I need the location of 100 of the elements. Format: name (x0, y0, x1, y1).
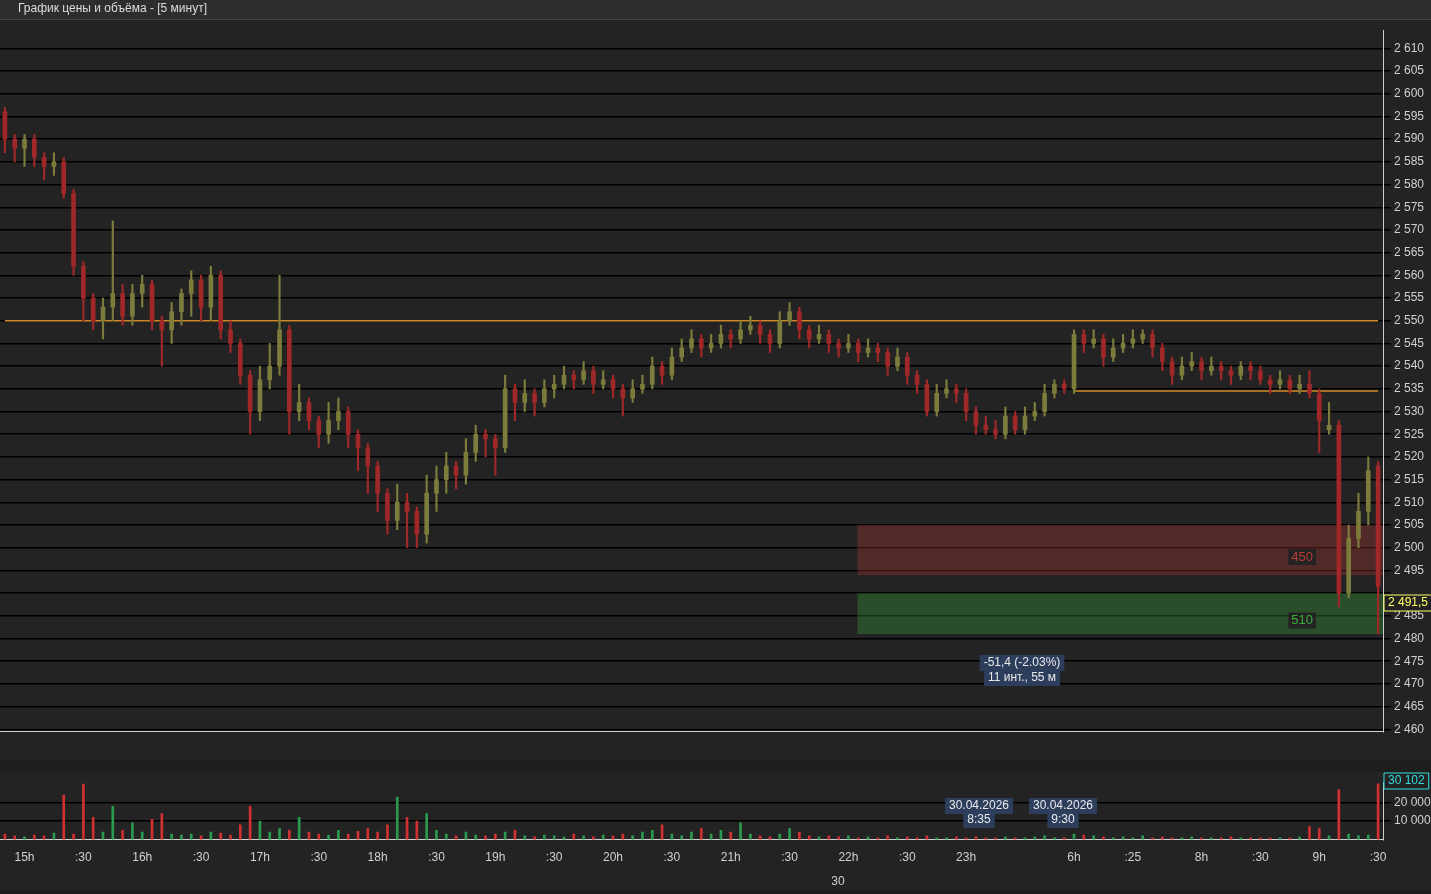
bar (140, 831, 144, 840)
bar (288, 830, 291, 840)
y-tick-label: 2 580 (1394, 176, 1425, 191)
bar (229, 834, 232, 840)
bar (798, 831, 801, 840)
x-tick-label: :25 (1124, 850, 1142, 865)
x-tick-label: 15h (14, 850, 35, 865)
annotation: 30.04.2026 (1032, 798, 1094, 813)
x-tick-label: 6h (1067, 850, 1081, 865)
x-tick-label: :30 (898, 850, 916, 865)
bar (366, 828, 370, 840)
annotation: 9:30 (1051, 812, 1075, 827)
bar (739, 822, 742, 840)
bar (425, 813, 428, 840)
bar (601, 834, 605, 840)
bar (1004, 836, 1007, 840)
y-tick-label: 2 540 (1394, 358, 1425, 373)
x-tick-label: :30 (545, 850, 563, 865)
x-tick-label: 23h (956, 850, 977, 865)
y-tick-label: 2 530 (1394, 403, 1425, 418)
y-tick-label: 2 520 (1394, 449, 1425, 464)
y-tick-label: 2 570 (1394, 222, 1425, 237)
bar (219, 832, 223, 840)
bar (650, 830, 654, 840)
y-tick-label: 2 575 (1394, 199, 1425, 214)
bar (111, 805, 115, 840)
y-tick-label: 2 550 (1394, 313, 1425, 328)
bar (131, 822, 134, 840)
bar (856, 837, 860, 840)
y-tick-label: 2 525 (1394, 426, 1425, 441)
x-tick-label: 19h (485, 850, 506, 865)
bar (474, 834, 478, 840)
x-tick-label: :30 (75, 850, 93, 865)
bar (238, 824, 242, 840)
x-tick-label: :30 (192, 850, 210, 865)
bar (699, 828, 703, 840)
bar (955, 836, 958, 840)
y-tick-label: 2 535 (1394, 381, 1425, 396)
bar (1033, 836, 1037, 840)
bar (278, 828, 281, 840)
bar (1013, 837, 1017, 840)
bar (1190, 836, 1194, 840)
bar (180, 834, 183, 840)
y-tick-label: 2 555 (1394, 290, 1425, 305)
bar (189, 833, 193, 840)
bar (837, 836, 840, 840)
bar (641, 831, 644, 840)
x-tick-label: :30 (310, 850, 328, 865)
y-tick-label: 2 560 (1394, 267, 1425, 282)
bar (1200, 837, 1203, 840)
x-tick-label: :30 (1252, 850, 1270, 865)
bar (82, 783, 85, 840)
y-tick-label: 10 000 (1394, 813, 1431, 828)
bar (984, 837, 988, 840)
bar (905, 836, 909, 840)
y-tick-label: 2 475 (1394, 653, 1425, 668)
band-label: 510 (1291, 612, 1313, 628)
bar (1062, 837, 1066, 840)
x-tick-label: 8h (1194, 850, 1209, 865)
bar (1347, 833, 1350, 840)
y-tick-label: 2 510 (1394, 494, 1425, 509)
y-tick-label: 2 465 (1394, 698, 1425, 713)
annotation: 11 инт., 55 м (987, 670, 1057, 685)
annotation: -51,4 (-2.03%) (983, 655, 1061, 670)
text: 2 491,5 (1388, 595, 1429, 610)
bar (1210, 837, 1213, 840)
bar (1102, 836, 1105, 840)
bar (1160, 836, 1164, 840)
bar (1239, 837, 1243, 840)
y-tick-label: 2 605 (1394, 63, 1425, 78)
bar (386, 824, 389, 840)
bar (62, 794, 66, 840)
bar (23, 836, 26, 840)
bar (317, 833, 321, 840)
y-tick-label: 2 600 (1394, 86, 1425, 101)
text: 30 102 (1388, 773, 1426, 788)
bar (72, 833, 75, 840)
bar (690, 831, 693, 840)
bar (935, 837, 939, 840)
bar (994, 837, 997, 840)
x-tick-label: :30 (663, 850, 681, 865)
band-label: 450 (1291, 548, 1313, 564)
bar (749, 833, 752, 840)
x-tick-label: 20h (603, 850, 624, 865)
bar (592, 836, 595, 840)
bar (1366, 834, 1370, 840)
bar (494, 833, 497, 840)
bar (788, 828, 791, 840)
y-tick-label: 2 480 (1394, 630, 1425, 645)
x-tick-label: :30 (1369, 850, 1387, 865)
y-tick-label: 2 585 (1394, 154, 1425, 169)
x-tick-label: :30 (781, 850, 799, 865)
x-tick-label: 22h (838, 850, 859, 865)
bar (1111, 837, 1115, 840)
y-tick-label: 2 590 (1394, 131, 1425, 146)
bar (170, 833, 173, 840)
bar (778, 833, 782, 840)
bar (1053, 837, 1056, 840)
bar (121, 830, 124, 840)
bar (543, 834, 546, 840)
